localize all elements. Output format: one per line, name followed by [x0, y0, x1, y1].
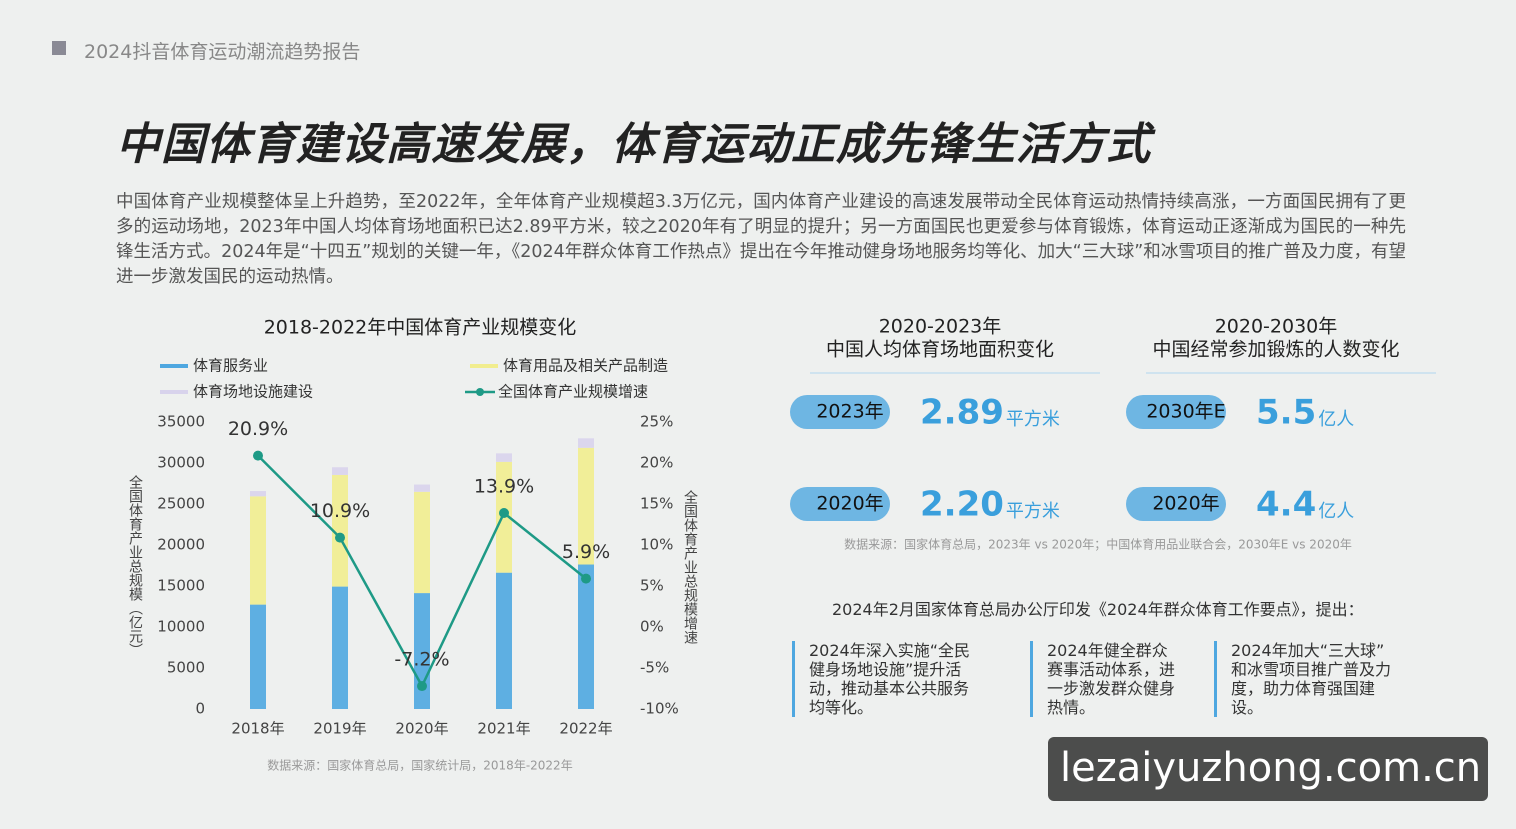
y2-tick-label: 15% — [640, 495, 673, 513]
x-tick-label: 2022年 — [559, 720, 612, 738]
stat-value: 2.89 — [920, 393, 1004, 433]
bar-segment — [496, 453, 512, 462]
notice-item: 2024年深入实施“全民健身场地设施”提升活动，推动基本公共服务均等化。 — [792, 641, 977, 717]
y2-tick-label: 10% — [640, 536, 673, 554]
x-tick-label: 2019年 — [313, 720, 366, 738]
bar-segment — [332, 467, 348, 475]
header-mark — [52, 41, 66, 55]
stat-title: 2020-2030年 — [1215, 316, 1338, 338]
x-tick-label: 2020年 — [395, 720, 448, 738]
stat-unit: 亿人 — [1318, 501, 1354, 522]
data-label: 13.9% — [474, 476, 534, 498]
y-axis-title: 全国体育产业总规模（亿元） — [127, 474, 143, 657]
bar-segment — [578, 564, 594, 709]
stat-pill — [790, 487, 890, 521]
notice-intro: 2024年2月国家体育总局办公厅印发《2024年群众体育工作要点》，提出： — [832, 600, 1364, 619]
stat-pill — [1126, 395, 1226, 429]
data-label: 5.9% — [562, 541, 610, 563]
stat-value: 5.5 — [1256, 393, 1316, 433]
bar-segment — [250, 496, 266, 605]
bar-segment — [578, 438, 594, 448]
growth-point — [335, 532, 345, 543]
data-label: 20.9% — [228, 418, 288, 440]
watermark: lezaiyuzhong.com.cn — [1060, 745, 1482, 791]
stat-value: 2.20 — [920, 485, 1004, 525]
stat-value: 4.4 — [1256, 485, 1316, 525]
data-label: 10.9% — [310, 500, 370, 522]
bar-segment — [332, 586, 348, 709]
stat-unit: 平方米 — [1006, 501, 1060, 522]
legend-label: 体育服务业 — [193, 357, 268, 375]
y2-tick-label: 5% — [640, 577, 664, 595]
stat-label: 2023年 — [816, 401, 883, 423]
growth-point — [253, 450, 263, 461]
bar-segment — [496, 572, 512, 709]
bar-segment — [414, 491, 430, 594]
legend-label: 体育用品及相关产品制造 — [503, 357, 668, 375]
notice-item: 2024年加大“三大球”和冰雪项目推广普及力度，助力体育强国建设。 — [1214, 641, 1399, 717]
y-tick-label: 25000 — [157, 495, 205, 513]
stat-unit: 平方米 — [1006, 409, 1060, 430]
y-tick-label: 10000 — [157, 618, 205, 636]
y-tick-label: 35000 — [157, 413, 205, 431]
stat-label: 2020年 — [816, 493, 883, 515]
y2-axis-title: 全国体育产业总规模增速 — [682, 489, 698, 645]
growth-point — [417, 681, 427, 692]
bar-segment — [332, 474, 348, 587]
x-tick-label: 2021年 — [477, 720, 530, 738]
intro-paragraph: 中国体育产业规模整体呈上升趋势，至2022年，全年体育产业规模超3.3万亿元，国… — [116, 192, 1406, 287]
stats-source: 数据来源：国家体育总局，2023年 vs 2020年；中国体育用品业联合会，20… — [844, 537, 1352, 552]
watermark-box — [1048, 737, 1488, 801]
page-title: 中国体育建设高速发展，体育运动正成先锋生活方式 — [116, 119, 1151, 170]
y-tick-label: 15000 — [157, 577, 205, 595]
stat-label: 2030年E — [1146, 401, 1225, 423]
stat-title: 中国人均体育场地面积变化 — [826, 339, 1054, 361]
data-label: -7.2% — [394, 649, 449, 671]
y-tick-label: 20000 — [157, 536, 205, 554]
legend-label: 体育场地设施建设 — [193, 383, 313, 401]
notice-item: 2024年健全群众赛事活动体系，进一步激发群众健身热情。 — [1030, 641, 1177, 717]
y-tick-label: 5000 — [167, 659, 205, 677]
chart-title: 2018-2022年中国体育产业规模变化 — [264, 317, 577, 339]
x-tick-label: 2018年 — [231, 720, 284, 738]
stat-title: 2020-2023年 — [879, 316, 1002, 338]
stat-pill — [1126, 487, 1226, 521]
legend-marker — [476, 388, 484, 396]
header-label: 2024抖音体育运动潮流趋势报告 — [84, 41, 361, 63]
y-tick-label: 30000 — [157, 454, 205, 472]
y-tick-label: 0 — [195, 700, 205, 718]
chart-source: 数据来源：国家体育总局，国家统计局，2018年-2022年 — [267, 758, 572, 773]
legend-marker — [160, 364, 188, 368]
stat-unit: 亿人 — [1318, 409, 1354, 430]
legend-marker — [160, 390, 188, 394]
stat-title: 中国经常参加锻炼的人数变化 — [1152, 339, 1399, 361]
legend-label: 全国体育产业规模增速 — [498, 383, 648, 401]
y2-tick-label: 20% — [640, 454, 673, 472]
stat-pill — [790, 395, 890, 429]
y2-tick-label: -10% — [640, 700, 679, 718]
bar-segment — [250, 604, 266, 709]
growth-point — [499, 508, 509, 519]
y2-tick-label: 0% — [640, 618, 664, 636]
y2-tick-label: 25% — [640, 413, 673, 431]
legend-marker — [470, 364, 498, 368]
stat-label: 2020年 — [1152, 493, 1219, 515]
bar-segment — [250, 491, 266, 497]
growth-point — [581, 573, 591, 584]
bar-segment — [414, 484, 430, 492]
bar-segment — [578, 447, 594, 565]
y2-tick-label: -5% — [640, 659, 669, 677]
